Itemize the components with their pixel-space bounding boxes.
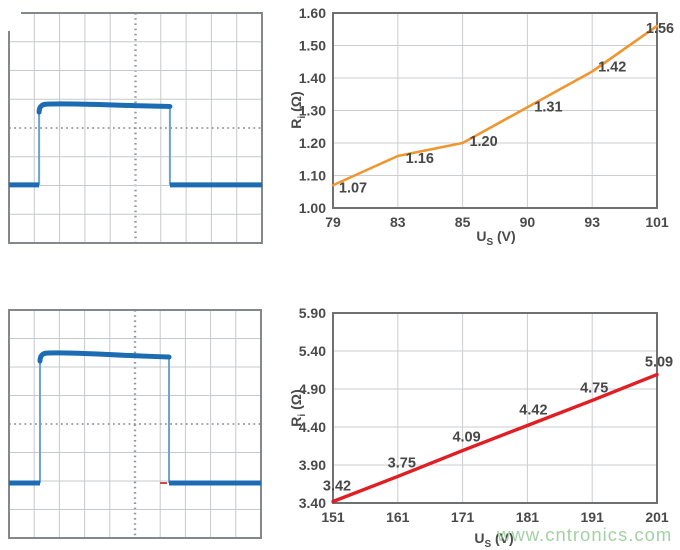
data-point-label: 3.42 bbox=[323, 478, 351, 494]
x-tick-label: 171 bbox=[451, 509, 475, 525]
x-tick-label: 151 bbox=[321, 509, 345, 525]
data-point-label: 1.56 bbox=[646, 21, 674, 37]
y-tick-label: 1.50 bbox=[299, 38, 326, 54]
x-tick-label: 83 bbox=[390, 214, 406, 230]
y-tick-label: 1.30 bbox=[299, 103, 326, 119]
x-tick-label: 90 bbox=[520, 214, 536, 230]
y-axis-title: Ri (Ω) bbox=[288, 91, 308, 128]
data-point-label: 1.42 bbox=[598, 60, 626, 76]
data-point-label: 3.75 bbox=[388, 455, 416, 471]
data-point-label: 5.09 bbox=[645, 355, 673, 371]
x-tick-label: 93 bbox=[584, 214, 600, 230]
y-tick-label: 1.60 bbox=[299, 5, 326, 21]
data-point-label: 1.16 bbox=[406, 151, 434, 167]
resistance-chart-top: 1.00 1.10 1.20 1.30 1.40 1.50 1.60 79 83 85 90 93 10… bbox=[288, 5, 674, 248]
watermark: www.cntronics.com bbox=[497, 524, 673, 545]
data-line bbox=[331, 24, 659, 187]
x-tick-label: 191 bbox=[581, 509, 605, 525]
y-tick-label: 1.40 bbox=[299, 70, 326, 86]
y-tick-label: 5.40 bbox=[299, 343, 326, 359]
y-tick-label: 3.40 bbox=[299, 495, 326, 511]
data-line bbox=[331, 372, 659, 504]
x-tick-label: 85 bbox=[455, 214, 471, 230]
oscilloscope-bottom-panel bbox=[8, 309, 262, 539]
data-point-label: 1.20 bbox=[469, 134, 497, 150]
plot-frame bbox=[332, 12, 658, 209]
y-tick-label: 3.90 bbox=[299, 457, 326, 473]
x-axis-title: US (V) bbox=[474, 530, 513, 550]
y-tick-label: 1.20 bbox=[299, 135, 326, 151]
x-tick-label: 161 bbox=[386, 509, 410, 525]
y-axis-title: Ri (Ω) bbox=[288, 389, 308, 426]
oscilloscope-top-panel bbox=[8, 12, 263, 244]
scope-frame bbox=[8, 309, 262, 539]
data-point-label: 1.31 bbox=[534, 99, 562, 115]
resistance-chart-bottom: 3.40 3.90 4.40 4.90 5.40 5.90 151 161 171 181 191 2… bbox=[288, 305, 673, 550]
y-tick-label: 1.10 bbox=[299, 168, 326, 184]
x-axis-title: US (V) bbox=[476, 228, 515, 248]
x-tick-label: 101 bbox=[645, 214, 669, 230]
y-tick-label: 5.90 bbox=[299, 305, 326, 321]
plot-frame bbox=[332, 312, 658, 504]
x-tick-label: 201 bbox=[645, 509, 669, 525]
pulse-top bbox=[36, 101, 173, 115]
x-tick-label: 79 bbox=[325, 214, 341, 230]
data-point-label: 4.09 bbox=[452, 430, 480, 446]
x-tick-label: 181 bbox=[516, 509, 540, 525]
data-point-label: 4.42 bbox=[519, 402, 547, 418]
data-point-label: 1.07 bbox=[339, 180, 367, 196]
data-point-label: 4.75 bbox=[580, 380, 608, 396]
pulse-top bbox=[37, 350, 172, 364]
y-tick-label: 4.40 bbox=[299, 419, 326, 435]
y-tick-label: 1.00 bbox=[299, 200, 326, 216]
y-tick-label: 4.90 bbox=[299, 381, 326, 397]
